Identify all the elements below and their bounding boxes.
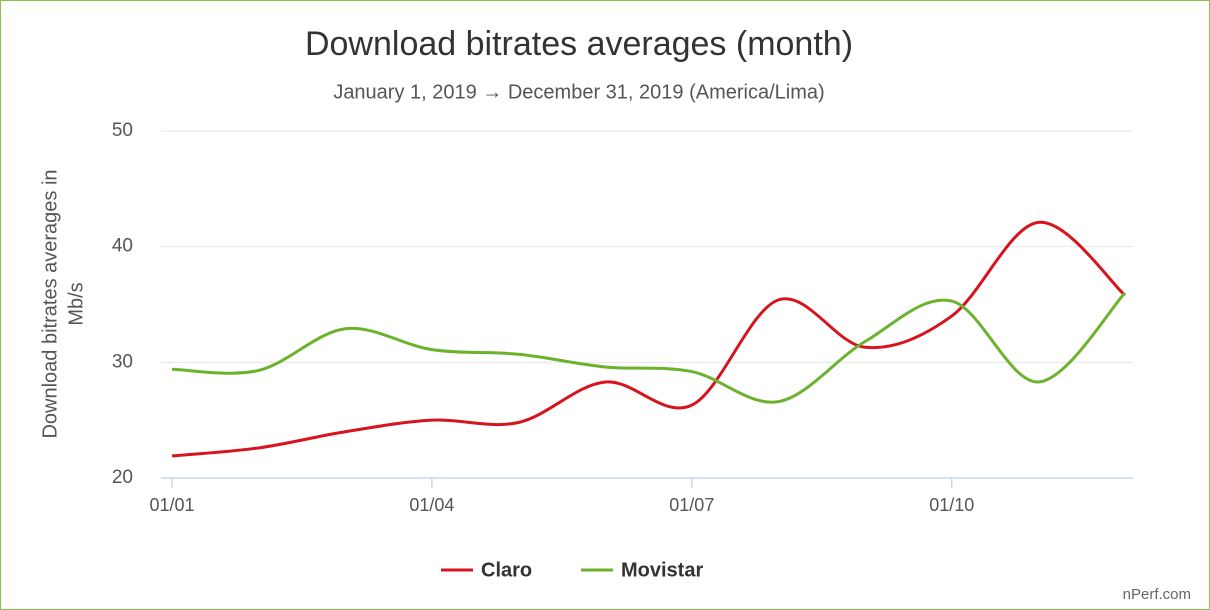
line bbox=[171, 291, 1127, 404]
y-axis-label: Mb/s bbox=[65, 282, 87, 325]
y-tick-label: 30 bbox=[112, 351, 133, 372]
y-tick-label: 40 bbox=[112, 236, 133, 257]
x-tick-label: 01/01 bbox=[149, 495, 194, 515]
legend-label: Claro bbox=[481, 559, 532, 581]
y-tick-label: 50 bbox=[112, 120, 133, 141]
legend-label: Movistar bbox=[621, 559, 703, 581]
y-axis-label: Download bitrates averages in bbox=[39, 169, 61, 438]
chart-title: Download bitrates averages (month) bbox=[305, 25, 853, 63]
x-tick-label: 01/04 bbox=[409, 495, 454, 515]
y-tick-label: 20 bbox=[112, 467, 133, 488]
x-tick-label: 01/10 bbox=[929, 495, 974, 515]
chart-subtitle: January 1, 2019 → December 31, 2019 (Ame… bbox=[333, 81, 824, 103]
x-tick-label: 01/07 bbox=[669, 495, 714, 515]
line bbox=[171, 220, 1127, 458]
credit: nPerf.com bbox=[1123, 586, 1191, 603]
